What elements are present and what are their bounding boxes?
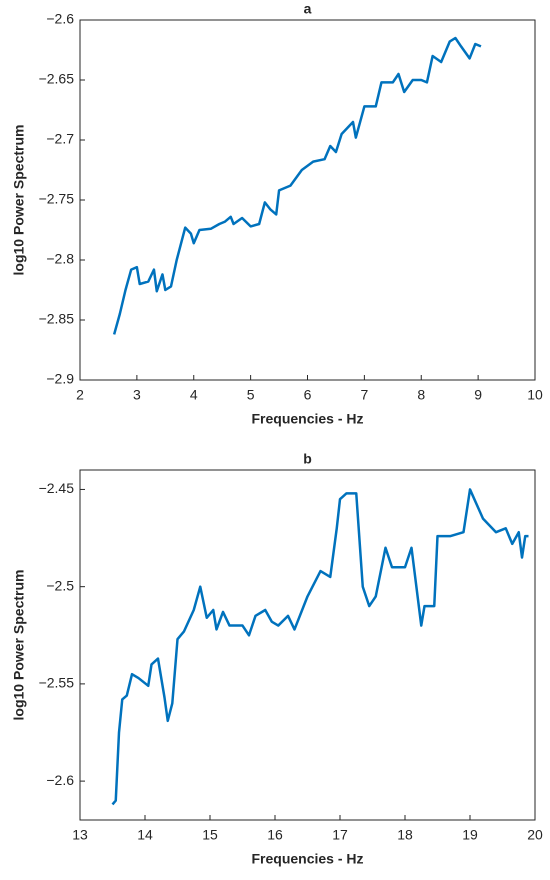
- x-tick-label: 10: [527, 387, 543, 403]
- y-tick-label: −2.6: [46, 11, 74, 27]
- x-axis-label: Frequencies - Hz: [251, 411, 363, 427]
- y-tick-label: −2.5: [46, 577, 74, 593]
- data-line: [111, 488, 529, 806]
- y-tick-label: −2.55: [39, 675, 75, 691]
- y-tick-label: −2.45: [39, 480, 75, 496]
- x-tick-label: 20: [527, 827, 543, 843]
- x-tick-label: 14: [137, 827, 153, 843]
- x-tick-label: 9: [474, 387, 482, 403]
- x-tick-label: 17: [332, 827, 348, 843]
- chart-title: b: [303, 451, 312, 467]
- y-tick-label: −2.9: [46, 371, 74, 387]
- chart-title: a: [304, 1, 312, 17]
- x-tick-label: 15: [202, 827, 218, 843]
- y-tick-label: −2.75: [39, 191, 75, 207]
- x-axis-label: Frequencies - Hz: [251, 851, 363, 867]
- x-tick-label: 8: [417, 387, 425, 403]
- y-axis-label: log10 Power Spectrum: [11, 125, 27, 276]
- x-tick-label: 3: [133, 387, 141, 403]
- x-tick-label: 16: [267, 827, 283, 843]
- y-tick-label: −2.8: [46, 251, 74, 267]
- data-line: [112, 36, 482, 335]
- plot-area: [79, 19, 536, 381]
- x-tick-label: 4: [190, 387, 198, 403]
- x-tick-label: 13: [72, 827, 88, 843]
- plot-area: [79, 469, 536, 821]
- y-tick-label: −2.65: [39, 71, 75, 87]
- x-tick-label: 18: [397, 827, 413, 843]
- x-tick-label: 2: [76, 387, 84, 403]
- y-tick-label: −2.85: [39, 311, 75, 327]
- y-axis-label: log10 Power Spectrum: [11, 570, 27, 721]
- x-tick-label: 7: [360, 387, 368, 403]
- x-tick-label: 19: [462, 827, 478, 843]
- x-tick-label: 6: [304, 387, 312, 403]
- x-tick-label: 5: [247, 387, 255, 403]
- y-tick-label: −2.6: [46, 772, 74, 788]
- y-tick-label: −2.7: [46, 131, 74, 147]
